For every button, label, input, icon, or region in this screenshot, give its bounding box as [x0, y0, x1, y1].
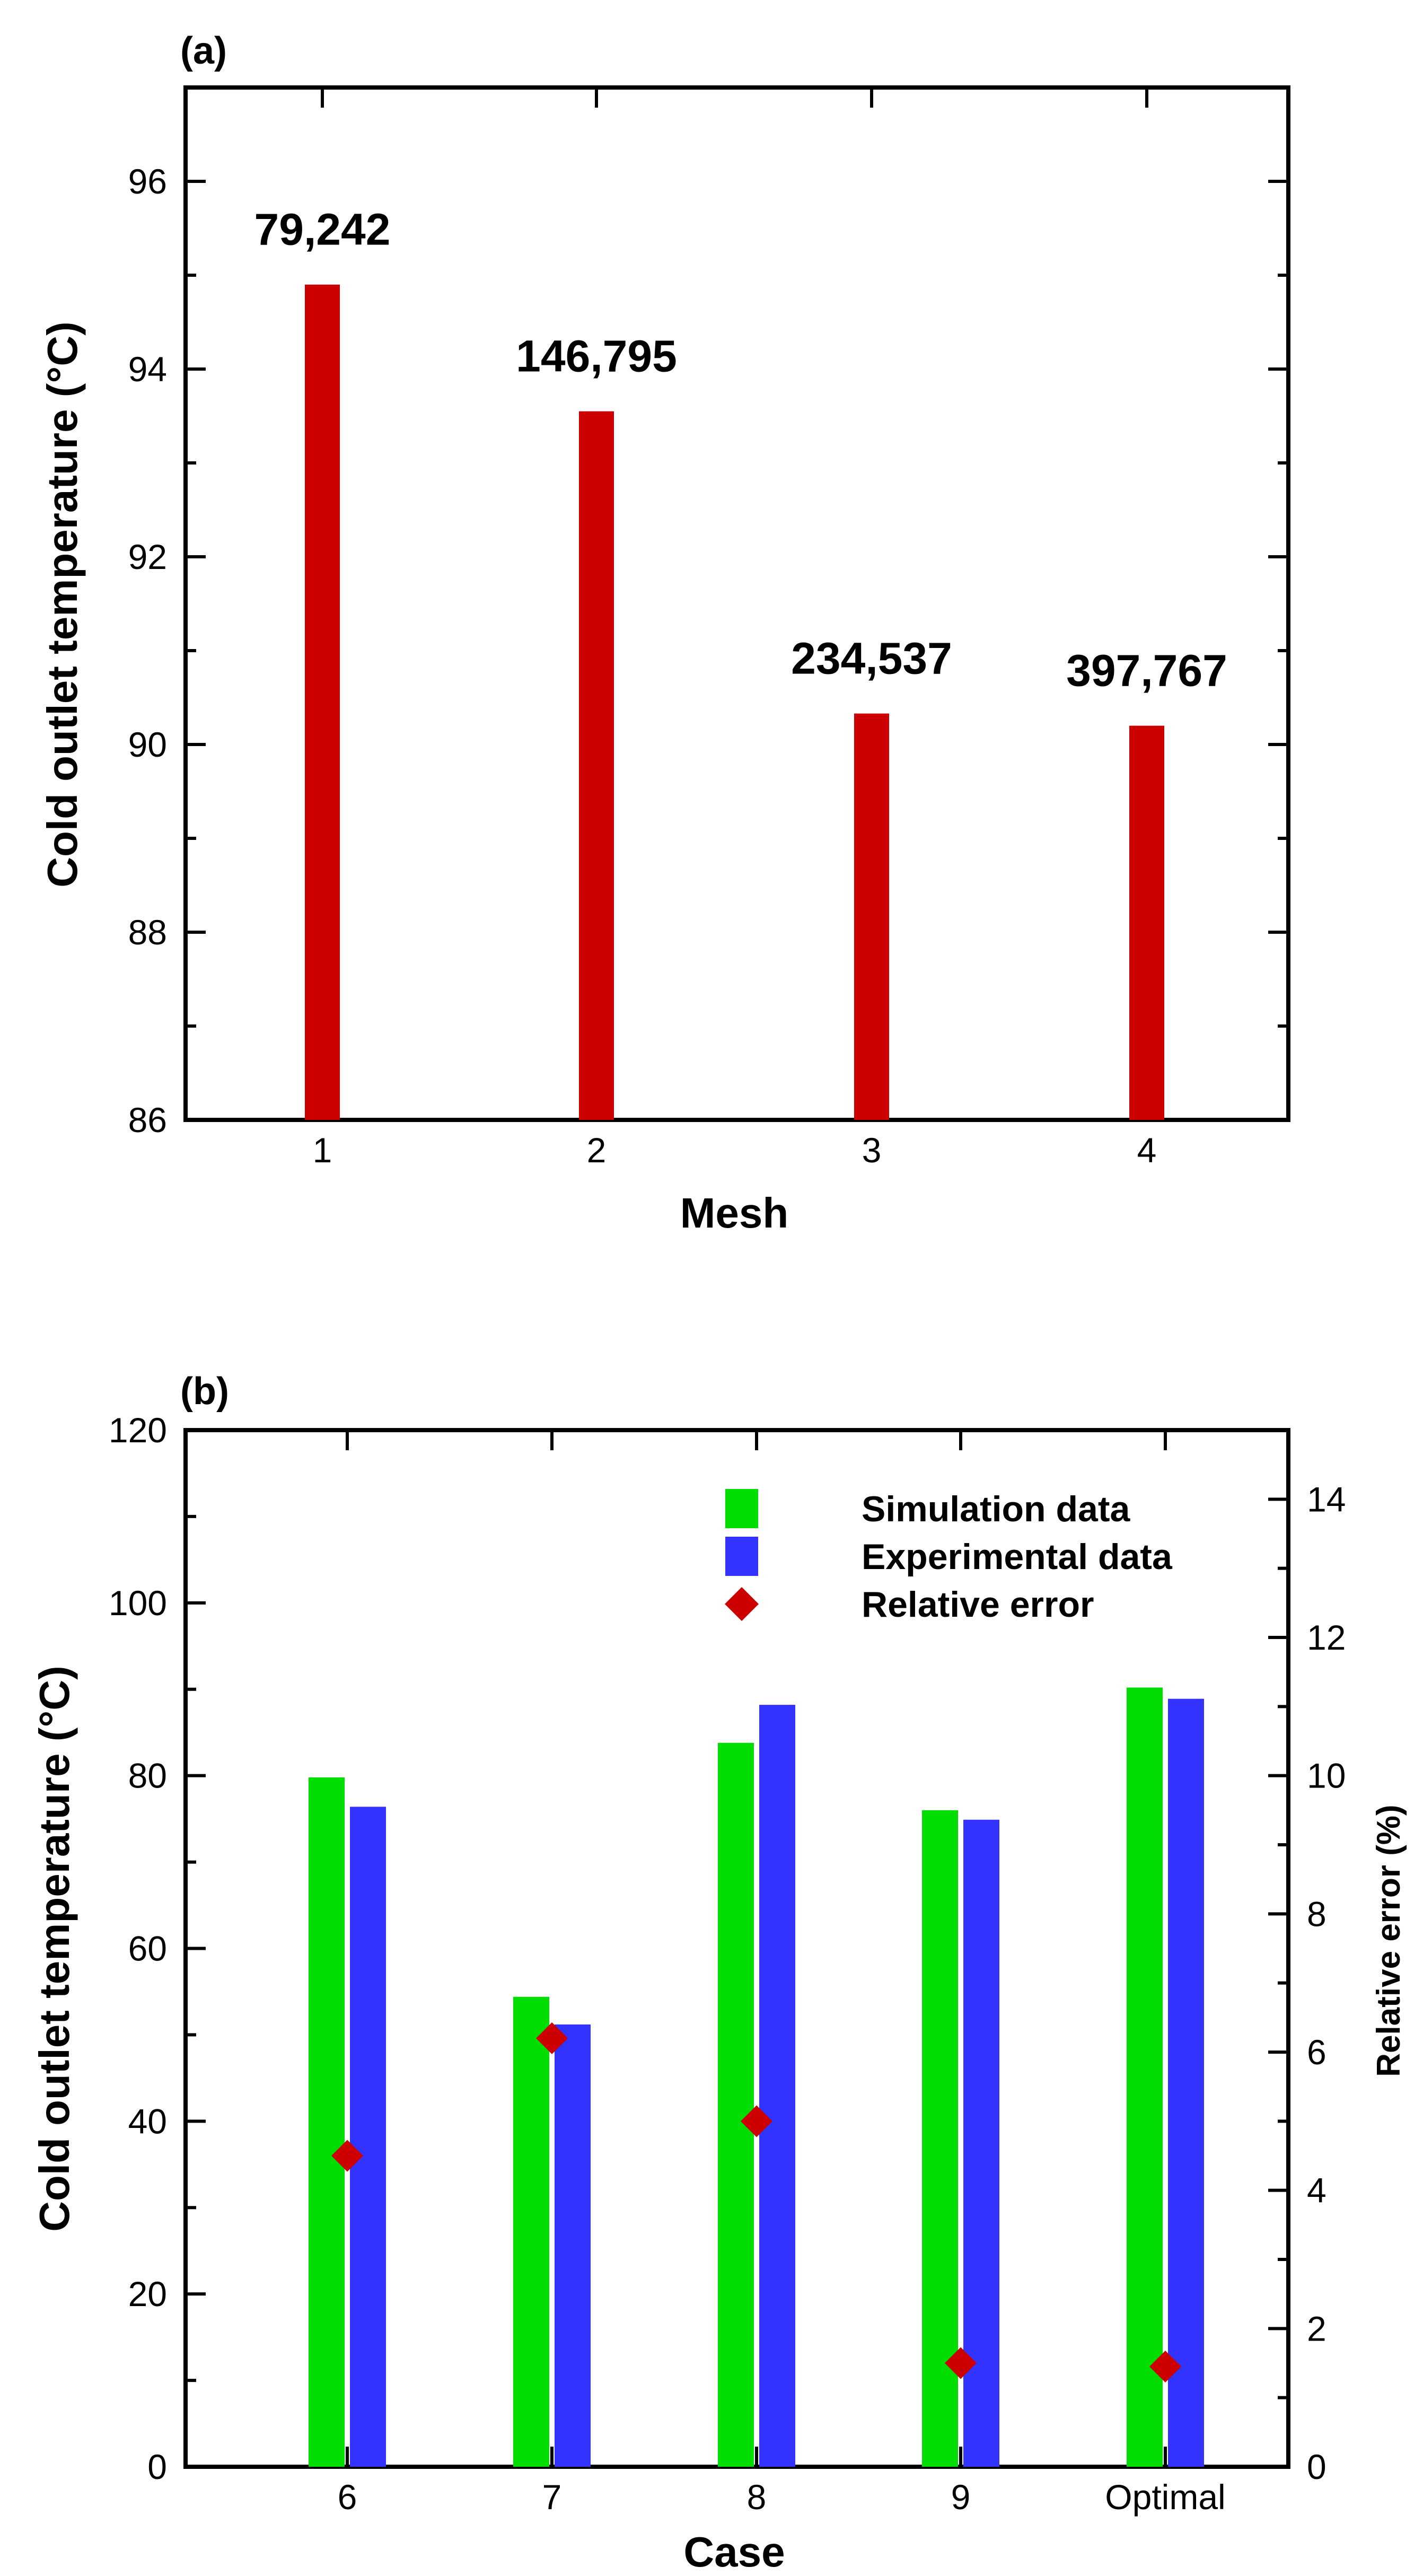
- panel-b-legend-swatch: [725, 1587, 759, 1621]
- panel-b-legend-label: Relative error: [862, 1584, 1094, 1625]
- panel-b-simulation-bar: [513, 1996, 549, 2467]
- panel-a-data-label: 79,242: [254, 205, 391, 255]
- panel-a-bar: [305, 284, 340, 1120]
- panel-b-y-axis-left: 0 20 40 60 80 100 120: [109, 1410, 206, 2486]
- panel-a-y-tick-label: 90: [128, 725, 167, 764]
- panel-a-y-tick-label: 96: [128, 162, 167, 201]
- panel-a-label: (a): [180, 30, 227, 72]
- panel-b-y2-tick-label: 10: [1307, 1756, 1346, 1795]
- panel-b-y-tick-label: 40: [128, 2101, 167, 2141]
- panel-b-simulation-bar: [718, 1742, 754, 2467]
- panel-b-x-tick-label: Optimal: [1105, 2477, 1225, 2517]
- panel-a-data-label: 234,537: [791, 634, 952, 684]
- panel-a-x-tick-label: 3: [862, 1131, 882, 1170]
- panel-b-error-marker: [1149, 2351, 1181, 2383]
- panel-b-y2-tick-label: 0: [1307, 2447, 1327, 2486]
- panel-a-x-tick-label: 4: [1137, 1131, 1157, 1170]
- panel-a-x-axis-title: Mesh: [680, 1189, 789, 1237]
- panel-b-y-tick-label: 60: [128, 1929, 167, 1968]
- panel-b-experimental-bar: [555, 2024, 591, 2467]
- panel-a-bar: [854, 713, 889, 1120]
- panel-b-x-tick-label: 8: [747, 2477, 767, 2517]
- panel-b-y2-tick-label: 4: [1307, 2171, 1327, 2210]
- panel-a-data-label: 146,795: [516, 331, 677, 381]
- panel-b-bars: [309, 1687, 1204, 2467]
- panel-a-x-axis: 1 2 3 4: [313, 87, 1157, 1170]
- panel-b: (b) 0 20 40 60 80 100 120 0 2 4 6 8 10 12 14 6 7 8 9 Opti…: [31, 1370, 1407, 2575]
- panel-b-x-axis: 6 7 8 9 Optimal: [338, 1430, 1226, 2517]
- panel-a-bar: [579, 411, 614, 1120]
- panel-b-y-tick-label: 0: [147, 2447, 167, 2486]
- panel-a-y-tick-label: 86: [128, 1100, 167, 1140]
- panel-b-error-marker: [331, 2140, 363, 2172]
- panel-b-y2-tick-label: 14: [1307, 1479, 1346, 1519]
- panel-b-y2-tick-label: 12: [1307, 1618, 1346, 1657]
- panel-b-y-tick-label: 100: [109, 1583, 167, 1623]
- panel-b-y2-tick-label: 8: [1307, 1894, 1327, 1933]
- panel-b-experimental-bar: [759, 1705, 795, 2467]
- panel-b-error-marker: [741, 2105, 772, 2137]
- panel-b-legend-swatch: [725, 1537, 758, 1576]
- panel-b-x-axis-title: Case: [683, 2528, 785, 2575]
- panel-b-y2-tick-label: 6: [1307, 2032, 1327, 2072]
- panel-b-y2-axis-title: Relative error (%): [1371, 1804, 1407, 2076]
- panel-b-legend-swatch: [725, 1489, 758, 1528]
- panel-a-y-axis: 86 88 90 92 94 96: [128, 162, 1288, 1140]
- panel-a-plot-frame: [183, 85, 1290, 1122]
- panel-b-experimental-bar: [1168, 1698, 1204, 2467]
- panel-b-legend-label: Experimental data: [862, 1537, 1173, 1577]
- panel-b-y-axis-right: 0 2 4 6 8 10 12 14: [1268, 1429, 1346, 2486]
- panel-a-x-tick-label: 2: [587, 1131, 607, 1170]
- panel-b-y2-tick-label: 2: [1307, 2309, 1327, 2348]
- panel-b-y-tick-label: 120: [109, 1410, 167, 1450]
- panel-a: (a) 86 88 90 92 94 96 1 2 3 4 79,242 146,795 234,5…: [39, 30, 1290, 1237]
- panel-b-error-marker: [536, 2022, 568, 2054]
- panel-b-y-tick-label: 20: [128, 2274, 167, 2314]
- panel-b-x-tick-label: 6: [338, 2477, 357, 2517]
- panel-a-y-axis-title: Cold outlet temperature (°C): [39, 321, 86, 888]
- panel-a-x-tick-label: 1: [313, 1131, 332, 1170]
- panel-a-y-tick-label: 94: [128, 349, 167, 389]
- panel-a-bars: [305, 284, 1164, 1120]
- panel-b-x-tick-label: 9: [951, 2477, 971, 2517]
- panel-a-data-labels: 79,242 146,795 234,537 397,767: [254, 205, 1227, 696]
- panel-b-y-axis-title: Cold outlet temperature (°C): [31, 1666, 78, 2232]
- panel-b-simulation-bar: [309, 1777, 345, 2467]
- panel-b-simulation-bar: [1127, 1687, 1163, 2467]
- panel-a-y-tick-label: 88: [128, 913, 167, 952]
- panel-b-experimental-bar: [350, 1807, 386, 2467]
- panel-b-y-tick-label: 80: [128, 1756, 167, 1795]
- panel-b-error-markers: [331, 2022, 1181, 2383]
- panel-b-legend-label: Simulation data: [862, 1489, 1130, 1529]
- panel-a-data-label: 397,767: [1066, 646, 1227, 696]
- panel-b-x-tick-label: 7: [542, 2477, 562, 2517]
- panel-b-error-marker: [945, 2347, 977, 2379]
- panel-a-bar: [1129, 725, 1164, 1120]
- panel-b-label: (b): [180, 1370, 229, 1413]
- panel-a-y-tick-label: 92: [128, 537, 167, 576]
- panel-b-legend: Simulation data Experimental data Relative…: [725, 1489, 1173, 1625]
